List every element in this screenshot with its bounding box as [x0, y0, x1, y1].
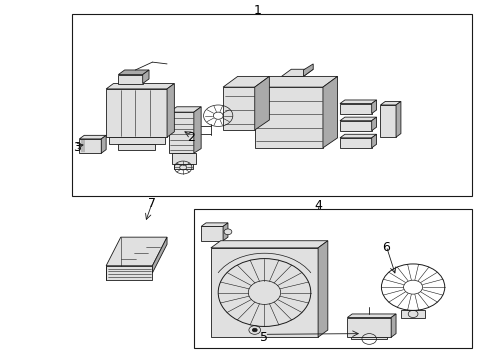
Polygon shape: [211, 241, 328, 248]
Polygon shape: [174, 164, 193, 169]
Bar: [194, 208, 471, 348]
Text: 4: 4: [314, 198, 322, 212]
Polygon shape: [106, 237, 167, 266]
Polygon shape: [303, 64, 313, 76]
Circle shape: [252, 328, 257, 332]
Polygon shape: [223, 76, 270, 87]
Polygon shape: [118, 75, 143, 84]
Polygon shape: [380, 105, 396, 137]
Polygon shape: [172, 153, 196, 164]
Polygon shape: [323, 76, 338, 148]
Polygon shape: [347, 314, 396, 318]
Polygon shape: [340, 117, 376, 121]
Polygon shape: [391, 314, 396, 337]
Polygon shape: [118, 70, 149, 75]
Polygon shape: [401, 310, 425, 318]
Polygon shape: [347, 318, 391, 337]
Polygon shape: [211, 248, 318, 337]
Polygon shape: [109, 137, 165, 144]
Polygon shape: [340, 138, 372, 148]
Text: 5: 5: [261, 331, 269, 344]
Polygon shape: [340, 134, 376, 138]
Polygon shape: [167, 84, 174, 137]
Polygon shape: [201, 226, 223, 241]
Polygon shape: [101, 135, 106, 153]
Text: 2: 2: [188, 131, 196, 144]
Polygon shape: [106, 89, 167, 137]
Polygon shape: [223, 223, 228, 241]
Polygon shape: [170, 107, 201, 112]
Polygon shape: [372, 100, 376, 113]
Polygon shape: [255, 87, 323, 148]
Circle shape: [224, 229, 232, 235]
Polygon shape: [396, 102, 401, 137]
Polygon shape: [340, 100, 376, 104]
Bar: [72, 14, 471, 196]
Polygon shape: [106, 84, 174, 89]
Polygon shape: [170, 112, 194, 153]
Polygon shape: [152, 237, 167, 273]
Polygon shape: [318, 241, 328, 337]
Polygon shape: [340, 121, 372, 131]
Polygon shape: [79, 135, 106, 139]
Polygon shape: [194, 107, 201, 153]
Polygon shape: [223, 87, 255, 130]
Text: 6: 6: [382, 241, 390, 255]
Text: 1: 1: [253, 4, 261, 17]
Polygon shape: [106, 266, 152, 280]
Polygon shape: [118, 144, 155, 150]
Text: 3: 3: [73, 141, 81, 154]
Text: 7: 7: [148, 197, 156, 210]
Polygon shape: [282, 69, 313, 76]
Polygon shape: [255, 76, 270, 130]
Polygon shape: [340, 104, 372, 113]
Polygon shape: [79, 139, 101, 153]
Polygon shape: [351, 337, 387, 339]
Polygon shape: [372, 117, 376, 131]
Polygon shape: [255, 76, 338, 87]
Polygon shape: [201, 223, 228, 226]
Polygon shape: [372, 134, 376, 148]
Polygon shape: [380, 102, 401, 105]
Polygon shape: [143, 70, 149, 84]
